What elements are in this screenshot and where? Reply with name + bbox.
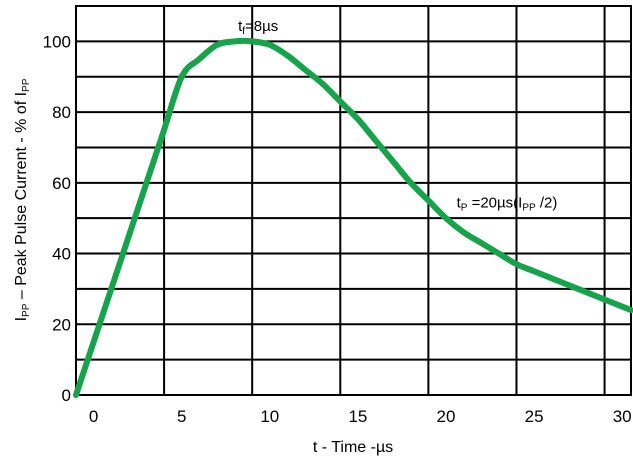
curve-annotation: tf=8µs — [238, 18, 278, 37]
y-axis-tail-sub: PP — [21, 78, 32, 92]
x-tick-label: 10 — [260, 407, 279, 426]
x-axis-label: t - Time -µs — [313, 439, 393, 456]
y-tick-label: 80 — [52, 103, 71, 122]
y-axis-symbol-sub: PP — [21, 303, 32, 317]
y-axis-text: – Peak Pulse Current - % of I — [13, 92, 30, 304]
y-tick-label: 40 — [52, 245, 71, 264]
x-tick-label: 25 — [525, 407, 544, 426]
series-layer — [73, 37, 633, 398]
annotations: tf=8µs tP =20µs(IPP /2) — [238, 18, 557, 214]
x-tick-label: 20 — [437, 407, 456, 426]
y-tick-label: 0 — [62, 386, 71, 405]
y-axis-label: IPP – Peak Pulse Current - % of IPP — [13, 78, 32, 321]
x-tick-label: 30 — [613, 407, 632, 426]
y-tick-label: 20 — [52, 315, 71, 334]
curve-annotation: tP =20µs(IPP /2) — [457, 195, 558, 214]
x-tick-label: 5 — [177, 407, 186, 426]
y-tick-label: 60 — [52, 174, 71, 193]
plot-frame — [75, 5, 632, 396]
y-tick-label: 100 — [43, 32, 71, 51]
x-tick-label: 0 — [89, 407, 98, 426]
tick-labels: 0 5 10 15 20 25 30 0 20 40 60 80 100 — [43, 32, 632, 426]
x-tick-label: 15 — [348, 407, 367, 426]
series-line — [73, 37, 633, 398]
y-axis-symbol: I — [13, 317, 30, 321]
